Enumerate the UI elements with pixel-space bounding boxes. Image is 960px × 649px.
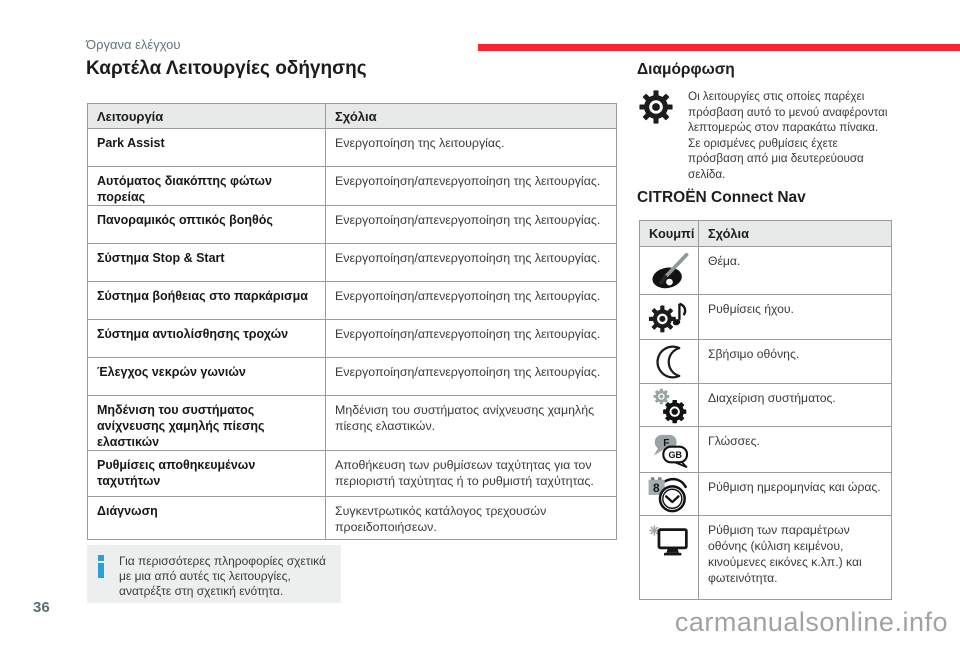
section-breadcrumb: Όργανα ελέγχου	[86, 37, 181, 52]
nav-comment-cell: Θέμα.	[698, 246, 892, 295]
function-name-cell: Σύστημα Stop & Start	[87, 243, 326, 282]
table-row: Πανοραμικός οπτικός βοηθός Ενεργοποίηση/…	[87, 205, 617, 244]
function-comment-cell: Ενεργοποίηση/απενεργοποίηση της λειτουργ…	[325, 243, 617, 282]
system-management-gears-icon	[653, 388, 687, 424]
config-gear-icon	[639, 90, 673, 124]
function-comment-cell: Ενεργοποίηση/απενεργοποίηση της λειτουργ…	[325, 281, 617, 320]
function-comment-cell: Ενεργοποίηση/απενεργοποίηση της λειτουργ…	[325, 319, 617, 358]
config-heading: Διαμόρφωση	[637, 61, 735, 78]
function-name-cell: Ρυθμίσεις αποθηκευμένων ταχυτήτων	[87, 450, 326, 497]
table-row: Διαχείριση συστήματος.	[639, 383, 892, 427]
function-name-cell: Έλεγχος νεκρών γωνιών	[87, 357, 326, 396]
svg-text:GB: GB	[669, 450, 683, 460]
function-comment-cell: Συγκεντρωτικός κατάλογος τρεχουσών προει…	[325, 496, 617, 540]
nav-table-header-button: Κουμπί	[639, 220, 699, 247]
date-time-icon: 8	[648, 477, 688, 513]
table-row: Ρυθμίσεις αποθηκευμένων ταχυτήτων Αποθήκ…	[87, 450, 617, 497]
table-row: Διάγνωση Συγκεντρωτικός κατάλογος τρεχου…	[87, 496, 617, 540]
nav-comment-cell: Σβήσιμο οθόνης.	[698, 339, 892, 384]
svg-text:8: 8	[653, 481, 660, 495]
page-title: Καρτέλα Λειτουργίες οδήγησης	[86, 58, 367, 79]
svg-text:F: F	[663, 438, 669, 449]
table-row: F GB Γλώσσες.	[639, 426, 892, 473]
audio-settings-icon	[648, 302, 687, 333]
function-comment-cell: Ενεργοποίηση/απενεργοποίηση της λειτουργ…	[325, 166, 617, 206]
table-row: Σβήσιμο οθόνης.	[639, 339, 892, 384]
table-row: Έλεγχος νεκρών γωνιών Ενεργοποίηση/απενε…	[87, 357, 617, 396]
watermark: carmanualsonline.info	[674, 607, 948, 637]
functions-table-header-function: Λειτουργία	[87, 103, 326, 129]
function-comment-cell: Μηδένιση του συστήματος ανίχνευσης χαμηλ…	[325, 395, 617, 451]
display-settings-icon	[649, 525, 688, 556]
nav-heading: CITROËN Connect Nav	[637, 189, 806, 206]
function-comment-cell: Αποθήκευση των ρυθμίσεων ταχύτητας για τ…	[325, 450, 617, 497]
table-row: Ρύθμιση των παραμέτρων οθόνης (κύλιση κε…	[639, 515, 892, 600]
nav-table-header-comments: Σχόλια	[698, 220, 892, 247]
function-name-cell: Αυτόματος διακόπτης φώτων πορείας	[87, 166, 326, 206]
nav-comment-cell: Γλώσσες.	[698, 426, 892, 473]
table-row: Σύστημα Stop & Start Ενεργοποίηση/απενερ…	[87, 243, 617, 282]
red-accent-bar	[478, 44, 960, 51]
functions-table-header-comments: Σχόλια	[325, 103, 617, 129]
nav-table: Κουμπί Σχόλια Θέμα.	[639, 220, 892, 600]
table-row: Σύστημα βοήθειας στο παρκάρισμα Ενεργοπο…	[87, 281, 617, 320]
nav-comment-cell: Ρύθμιση ημερομηνίας και ώρας.	[698, 472, 892, 516]
nav-comment-cell: Διαχείριση συστήματος.	[698, 383, 892, 427]
nav-comment-cell: Ρυθμίσεις ήχου.	[698, 294, 892, 340]
config-description: Οι λειτουργίες στις οποίες παρέχει πρόσβ…	[688, 90, 888, 181]
functions-table: Λειτουργία Σχόλια Park Assist Ενεργοποίη…	[87, 103, 617, 540]
page-number: 36	[33, 599, 50, 616]
table-row: Park Assist Ενεργοποίηση της λειτουργίας…	[87, 128, 617, 167]
theme-palette-icon	[652, 252, 689, 289]
function-comment-cell: Ενεργοποίηση της λειτουργίας.	[325, 128, 617, 167]
table-row: Θέμα.	[639, 246, 892, 295]
nav-comment-cell: Ρύθμιση των παραμέτρων οθόνης (κύλιση κε…	[698, 515, 892, 600]
info-note-text: Για περισσότερες πληροφορίες σχετικά με …	[119, 554, 326, 599]
languages-icon: F GB	[653, 434, 689, 468]
table-row: Ρυθμίσεις ήχου.	[639, 294, 892, 340]
function-name-cell: Park Assist	[87, 128, 326, 167]
function-comment-cell: Ενεργοποίηση/απενεργοποίηση της λειτουργ…	[325, 357, 617, 396]
table-row: Αυτόματος διακόπτης φώτων πορείας Ενεργο…	[87, 166, 617, 206]
function-name-cell: Μηδένιση του συστήματος ανίχνευσης χαμηλ…	[87, 395, 326, 451]
function-name-cell: Σύστημα βοήθειας στο παρκάρισμα	[87, 281, 326, 320]
info-icon	[98, 555, 104, 578]
function-name-cell: Διάγνωση	[87, 496, 326, 540]
function-name-cell: Πανοραμικός οπτικός βοηθός	[87, 205, 326, 244]
table-row: Σύστημα αντιολίσθησης τροχών Ενεργοποίησ…	[87, 319, 617, 358]
function-comment-cell: Ενεργοποίηση/απενεργοποίηση της λειτουργ…	[325, 205, 617, 244]
info-note: Για περισσότερες πληροφορίες σχετικά με …	[87, 545, 341, 603]
function-name-cell: Σύστημα αντιολίσθησης τροχών	[87, 319, 326, 358]
table-row: 8 Ρύθμιση ημερομηνίας και ώρας.	[639, 472, 892, 516]
table-row: Μηδένιση του συστήματος ανίχνευσης χαμηλ…	[87, 395, 617, 451]
screen-off-moon-icon	[655, 345, 680, 378]
